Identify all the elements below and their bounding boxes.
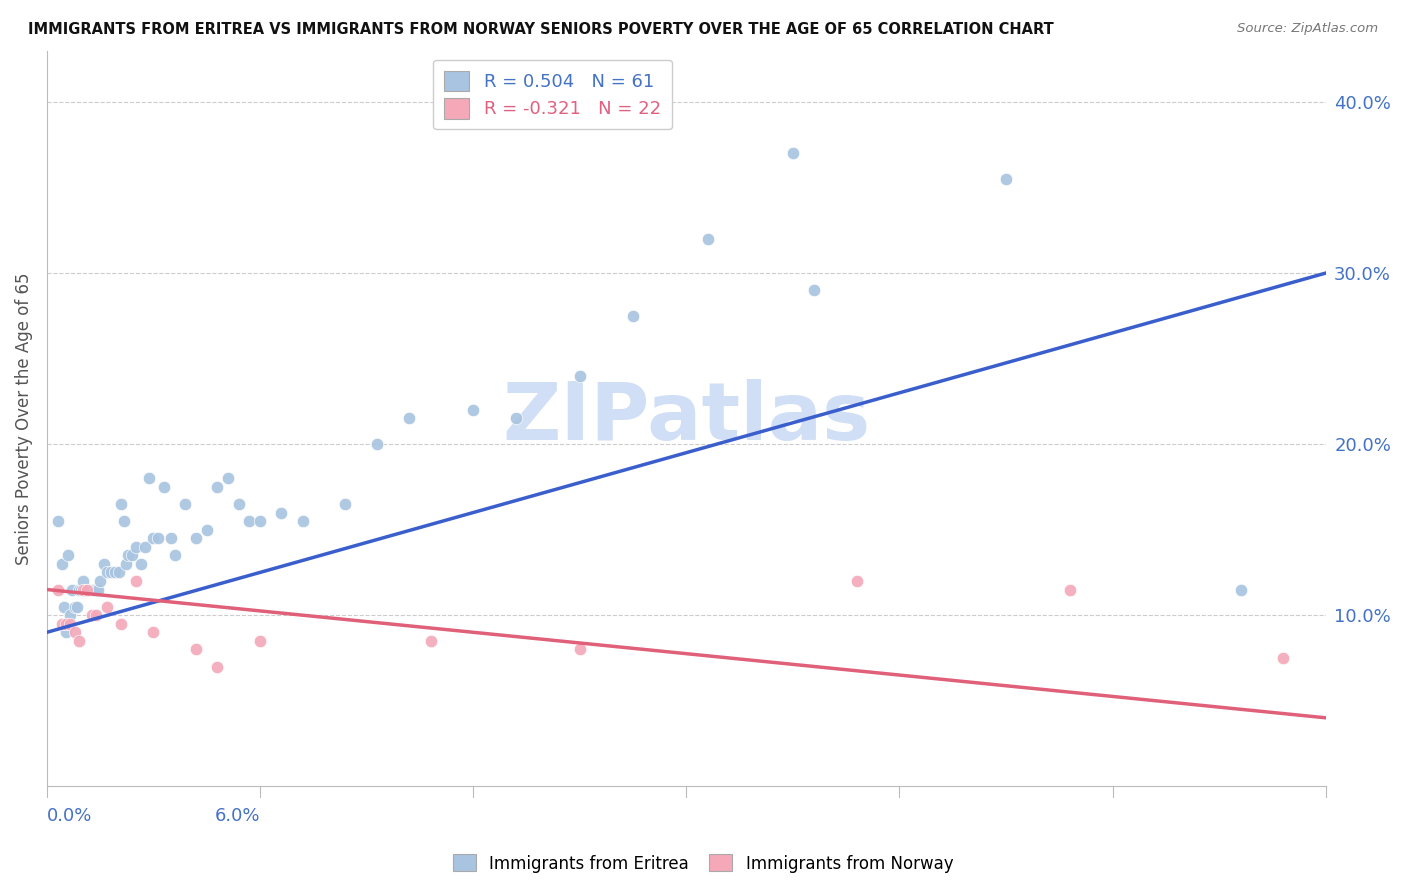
Point <box>134 540 156 554</box>
Point <box>67 633 90 648</box>
Legend: R = 0.504   N = 61, R = -0.321   N = 22: R = 0.504 N = 61, R = -0.321 N = 22 <box>433 60 672 129</box>
Point <box>142 625 165 640</box>
Point <box>55 625 77 640</box>
Point <box>66 599 89 614</box>
Point <box>93 557 115 571</box>
Point <box>110 616 132 631</box>
Point <box>79 582 101 597</box>
Point <box>76 582 98 597</box>
Text: 0.0%: 0.0% <box>46 807 93 825</box>
Point <box>46 514 69 528</box>
Point <box>51 557 73 571</box>
Point <box>398 411 420 425</box>
Point <box>59 608 82 623</box>
Point <box>89 574 111 588</box>
Point <box>335 497 357 511</box>
Point <box>80 608 103 623</box>
Point <box>110 497 132 511</box>
Point <box>163 549 186 563</box>
Point <box>419 633 441 648</box>
Legend: Immigrants from Eritrea, Immigrants from Norway: Immigrants from Eritrea, Immigrants from… <box>446 847 960 880</box>
Point <box>75 582 97 597</box>
Point <box>114 557 136 571</box>
Point <box>52 599 75 614</box>
Point <box>568 642 591 657</box>
Point <box>146 531 169 545</box>
Point <box>117 549 139 563</box>
Point <box>55 616 77 631</box>
Point <box>463 403 485 417</box>
Point <box>195 523 218 537</box>
Text: 6.0%: 6.0% <box>215 807 260 825</box>
Point <box>291 514 314 528</box>
Point <box>67 582 90 597</box>
Point <box>121 549 143 563</box>
Point <box>72 574 94 588</box>
Point <box>46 582 69 597</box>
Point <box>63 625 86 640</box>
Point <box>129 557 152 571</box>
Point <box>845 574 868 588</box>
Point <box>995 172 1018 186</box>
Point <box>238 514 260 528</box>
Point <box>568 368 591 383</box>
Y-axis label: Seniors Poverty Over the Age of 65: Seniors Poverty Over the Age of 65 <box>15 272 32 565</box>
Point <box>138 471 160 485</box>
Point <box>217 471 239 485</box>
Point <box>104 566 127 580</box>
Point <box>125 540 148 554</box>
Point <box>803 283 825 297</box>
Point <box>366 437 388 451</box>
Point <box>51 616 73 631</box>
Point <box>270 506 292 520</box>
Point <box>249 633 271 648</box>
Point <box>72 582 94 597</box>
Point <box>207 480 229 494</box>
Point <box>63 599 86 614</box>
Point <box>96 566 118 580</box>
Point <box>58 549 80 563</box>
Point <box>59 616 82 631</box>
Point <box>83 582 105 597</box>
Point <box>249 514 271 528</box>
Point <box>228 497 250 511</box>
Point <box>112 514 135 528</box>
Text: ZIPatlas: ZIPatlas <box>502 379 870 458</box>
Point <box>96 599 118 614</box>
Point <box>125 574 148 588</box>
Point <box>100 566 122 580</box>
Point <box>207 659 229 673</box>
Point <box>184 531 207 545</box>
Point <box>87 582 110 597</box>
Text: Source: ZipAtlas.com: Source: ZipAtlas.com <box>1237 22 1378 36</box>
Point <box>505 411 527 425</box>
Point <box>153 480 176 494</box>
Point <box>70 582 93 597</box>
Point <box>84 608 107 623</box>
Point <box>142 531 165 545</box>
Point <box>1059 582 1081 597</box>
Point <box>80 582 103 597</box>
Point <box>174 497 197 511</box>
Point <box>1272 651 1295 665</box>
Point <box>84 582 107 597</box>
Text: IMMIGRANTS FROM ERITREA VS IMMIGRANTS FROM NORWAY SENIORS POVERTY OVER THE AGE O: IMMIGRANTS FROM ERITREA VS IMMIGRANTS FR… <box>28 22 1054 37</box>
Point <box>621 309 644 323</box>
Point <box>76 582 98 597</box>
Point <box>1229 582 1251 597</box>
Point <box>696 232 718 246</box>
Point <box>782 146 804 161</box>
Point <box>108 566 131 580</box>
Point <box>159 531 181 545</box>
Point <box>184 642 207 657</box>
Point <box>62 582 84 597</box>
